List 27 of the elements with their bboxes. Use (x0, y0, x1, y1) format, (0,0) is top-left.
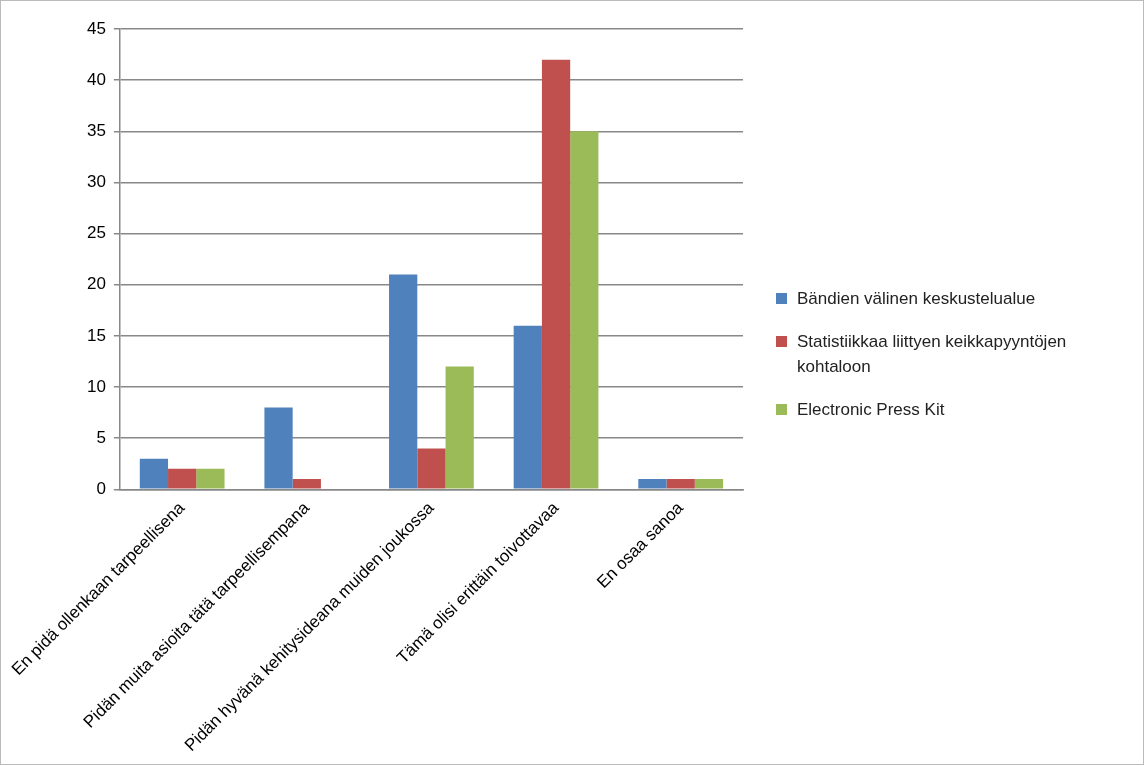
legend-label: Electronic Press Kit (797, 399, 945, 421)
bar (168, 468, 197, 489)
bar (666, 479, 695, 489)
y-tick-label: 0 (96, 479, 106, 499)
y-tick-label: 45 (86, 18, 106, 38)
bar (541, 59, 571, 489)
bar (694, 479, 724, 489)
bar (638, 479, 667, 489)
y-tick-label: 35 (86, 120, 106, 140)
y-tick-label: 10 (86, 376, 106, 396)
bar (570, 131, 599, 489)
y-tick-label: 25 (86, 223, 106, 243)
bar (196, 468, 225, 489)
legend-label: Statistiikkaa liittyen keikkapyyntöjen kohtaloon (797, 331, 1068, 378)
y-tick-label: 30 (86, 172, 106, 192)
y-tick-label: 20 (86, 274, 106, 294)
legend-label: Bändien välinen keskustelualue (797, 288, 1036, 310)
bar (292, 479, 321, 489)
bar (417, 448, 446, 489)
y-tick-label: 40 (86, 69, 106, 89)
bar (264, 407, 293, 489)
bar (139, 458, 169, 489)
y-tick-label: 15 (86, 325, 106, 345)
bar (389, 274, 418, 489)
bar (513, 325, 542, 489)
y-tick-label: 5 (96, 427, 106, 447)
bar (445, 366, 474, 489)
